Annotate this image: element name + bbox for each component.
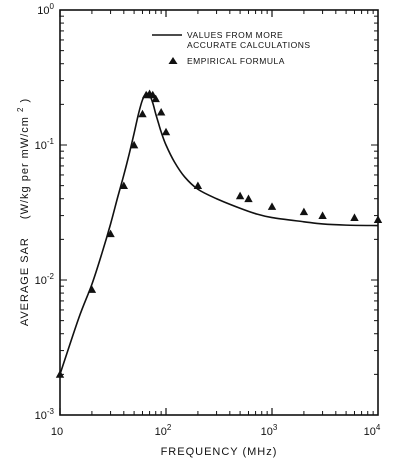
y-tick-exponent: -2 [47, 272, 55, 281]
empirical-triangle-marker [129, 140, 139, 149]
legend-label-markers: EMPIRICAL FORMULA [187, 56, 285, 66]
x-tick-labels: 10 102 103 104 [51, 423, 381, 438]
x-tick-label: 104 [364, 423, 381, 438]
y-tick-label: 10-1 [35, 137, 55, 152]
empirical-triangle-marker [156, 107, 166, 116]
y-tick-label: 10-3 [35, 407, 55, 422]
y-axis-label-unit-exp: 2 [16, 107, 25, 112]
y-axis-label: AVERAGE SAR (W/kg per mW/cm 2 ) [14, 98, 31, 326]
y-tick-base: 10 [37, 5, 49, 17]
x-tick-base: 10 [51, 426, 63, 438]
empirical-triangle-marker [55, 370, 65, 378]
x-tick-base: 10 [155, 426, 167, 438]
legend-label-line-1: VALUES FROM MORE [187, 30, 283, 40]
empirical-triangle-marker [267, 202, 277, 210]
y-axis-label-main: AVERAGE SAR [19, 237, 31, 326]
legend-triangle-marker-icon [168, 57, 178, 64]
x-tick-label: 102 [155, 423, 172, 438]
x-axis-label: FREQUENCY (MHz) [161, 446, 278, 458]
legend: VALUES FROM MORE ACCURATE CALCULATIONS E… [152, 30, 311, 66]
x-tick-exponent: 4 [376, 423, 381, 432]
calculated-values-curve [59, 92, 379, 375]
empirical-triangle-marker [299, 207, 309, 216]
empirical-triangle-marker [193, 181, 203, 189]
empirical-triangle-marker [119, 181, 129, 189]
x-tick-exponent: 2 [167, 423, 172, 432]
legend-label-line-2: ACCURATE CALCULATIONS [187, 40, 311, 50]
y-tick-label: 100 [37, 2, 54, 17]
empirical-markers [55, 89, 383, 378]
x-tick-exponent: 3 [273, 423, 278, 432]
empirical-triangle-marker [350, 213, 359, 221]
empirical-triangle-marker [87, 285, 97, 293]
plot-frame [59, 9, 379, 416]
x-tick-base: 10 [261, 426, 273, 438]
empirical-triangle-marker [318, 211, 327, 219]
empirical-triangle-marker [106, 229, 115, 238]
empirical-triangle-marker [244, 194, 253, 203]
empirical-triangle-marker [161, 127, 171, 136]
calculated-values-line [59, 92, 379, 375]
y-tick-base: 10 [35, 275, 47, 287]
empirical-triangle-marker [235, 191, 245, 200]
x-tick-base: 10 [364, 426, 376, 438]
x-tick-label: 103 [261, 423, 278, 438]
y-axis-label-unit-close: ) [19, 98, 31, 103]
axis-ticks [59, 10, 378, 416]
empirical-triangle-marker [151, 94, 160, 103]
empirical-triangle-marker [138, 109, 147, 118]
x-tick-label: 10 [51, 426, 63, 438]
y-tick-base: 10 [35, 410, 47, 422]
y-tick-exponent: -3 [47, 407, 55, 416]
empirical-triangle-marker [373, 215, 383, 223]
y-tick-base: 10 [35, 140, 47, 152]
y-tick-exponent: -1 [47, 137, 55, 146]
y-tick-label: 10-2 [35, 272, 55, 287]
svg-text:AVERAGE SAR (W/kg per mW: AVERAGE SAR (W/kg per mW/cm 2 ) [14, 98, 31, 326]
y-axis-label-unit: (W/kg per mW/cm [19, 116, 31, 219]
y-tick-exponent: 0 [50, 2, 55, 11]
